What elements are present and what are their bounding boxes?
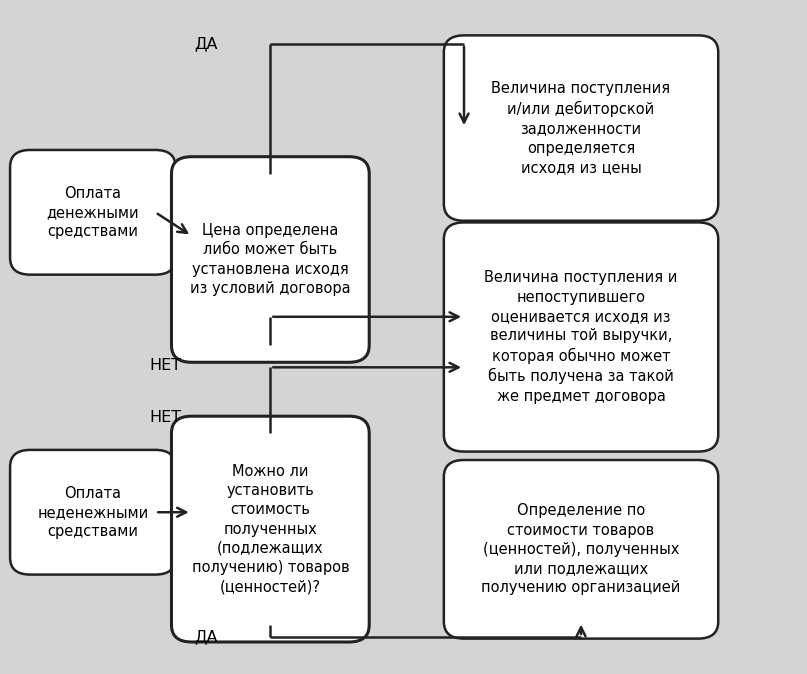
Text: НЕТ: НЕТ [149, 410, 182, 425]
Text: Цена определена
либо может быть
установлена исходя
из условий договора: Цена определена либо может быть установл… [190, 223, 351, 296]
FancyBboxPatch shape [444, 460, 718, 639]
Text: Величина поступления
и/или дебиторской
задолженности
определяется
исходя из цены: Величина поступления и/или дебиторской з… [491, 82, 671, 175]
FancyBboxPatch shape [171, 157, 369, 363]
Text: Оплата
неденежными
средствами: Оплата неденежными средствами [37, 485, 148, 539]
FancyBboxPatch shape [444, 222, 718, 452]
Text: Определение по
стоимости товаров
(ценностей), полученных
или подлежащих
получени: Определение по стоимости товаров (ценнос… [481, 503, 681, 595]
FancyBboxPatch shape [444, 35, 718, 221]
Text: Оплата
денежными
средствами: Оплата денежными средствами [47, 185, 139, 239]
Text: ДА: ДА [194, 630, 218, 644]
Text: Можно ли
установить
стоимость
полученных
(подлежащих
получению) товаров
(ценност: Можно ли установить стоимость полученных… [191, 464, 349, 594]
Text: ДА: ДА [194, 36, 218, 51]
FancyBboxPatch shape [10, 450, 176, 574]
Text: Величина поступления и
непоступившего
оценивается исходя из
величины той выручки: Величина поступления и непоступившего оц… [484, 270, 678, 404]
FancyBboxPatch shape [10, 150, 176, 275]
FancyBboxPatch shape [171, 417, 369, 642]
Text: НЕТ: НЕТ [149, 358, 182, 373]
